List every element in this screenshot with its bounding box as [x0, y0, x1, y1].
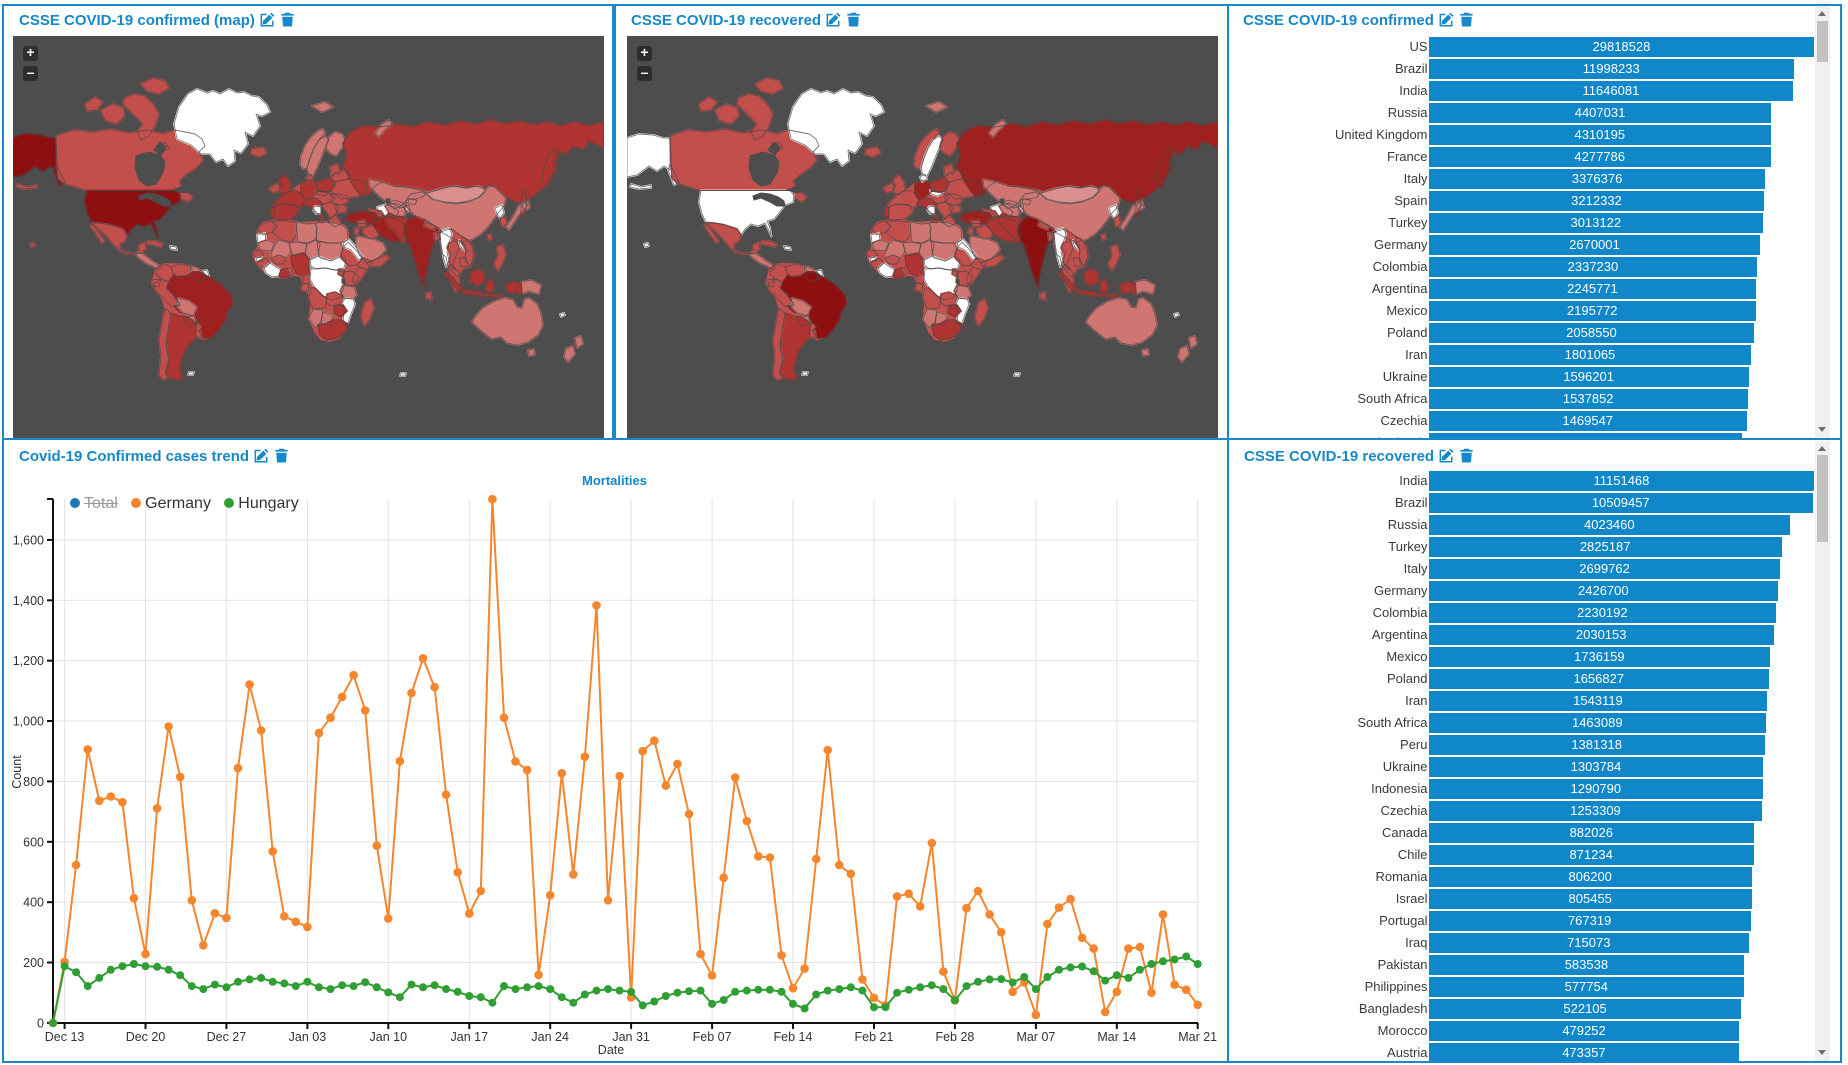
svg-text:Jan 24: Jan 24 — [531, 1030, 569, 1044]
svg-text:Feb 28: Feb 28 — [935, 1030, 974, 1044]
svg-text:Feb 14: Feb 14 — [774, 1030, 813, 1044]
svg-text:Date: Date — [598, 1043, 624, 1057]
svg-text:Jan 03: Jan 03 — [289, 1030, 327, 1044]
svg-text:Dec 13: Dec 13 — [45, 1030, 85, 1044]
svg-text:Feb 07: Feb 07 — [693, 1030, 732, 1044]
svg-text:Mar 21: Mar 21 — [1178, 1030, 1217, 1044]
svg-text:1,400: 1,400 — [13, 594, 44, 608]
svg-text:Jan 17: Jan 17 — [451, 1030, 489, 1044]
svg-text:Mar 14: Mar 14 — [1097, 1030, 1136, 1044]
svg-text:Jan 10: Jan 10 — [370, 1030, 408, 1044]
svg-text:1,600: 1,600 — [13, 533, 44, 547]
svg-text:Jan 31: Jan 31 — [612, 1030, 650, 1044]
svg-text:0: 0 — [37, 1016, 44, 1030]
svg-text:Dec 20: Dec 20 — [126, 1030, 166, 1044]
svg-text:1,000: 1,000 — [13, 715, 44, 729]
svg-text:200: 200 — [23, 956, 44, 970]
svg-text:Dec 27: Dec 27 — [207, 1030, 247, 1044]
svg-text:Mar 07: Mar 07 — [1016, 1030, 1055, 1044]
svg-text:400: 400 — [23, 896, 44, 910]
svg-text:Feb 21: Feb 21 — [855, 1030, 894, 1044]
svg-text:1,200: 1,200 — [13, 654, 44, 668]
svg-text:800: 800 — [23, 775, 44, 789]
svg-text:600: 600 — [23, 835, 44, 849]
svg-text:Count: Count — [10, 755, 24, 789]
